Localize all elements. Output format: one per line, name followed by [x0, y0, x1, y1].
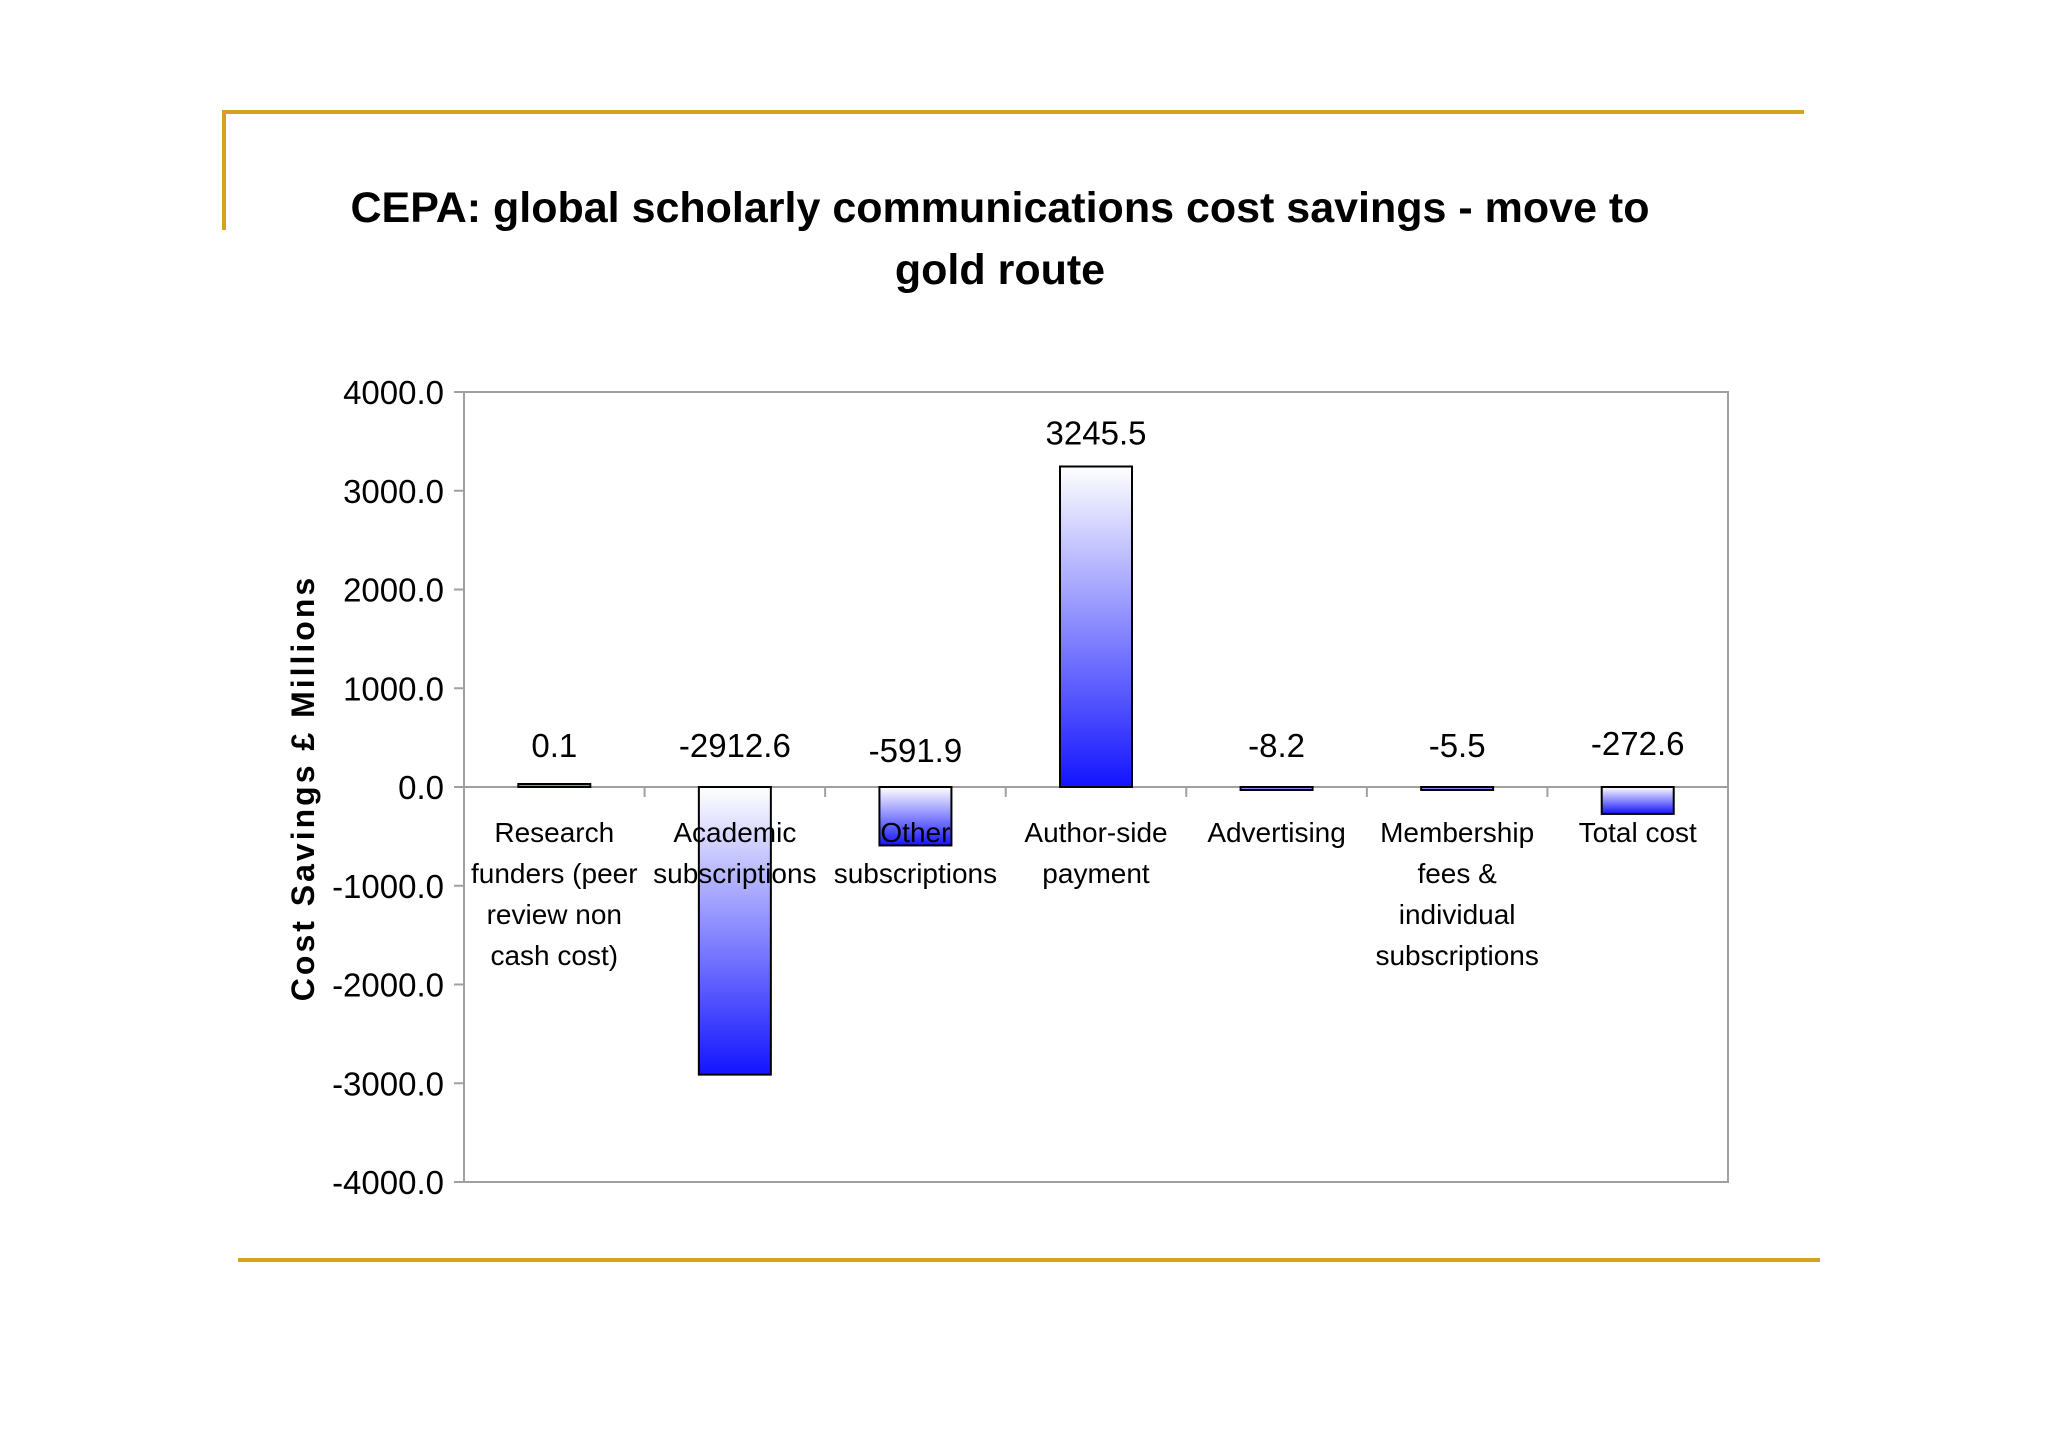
category-label: Advertising — [1207, 817, 1346, 848]
bars-group — [517, 465, 1675, 1076]
y-tick-label: 3000.0 — [343, 473, 444, 510]
data-labels-group: 0.1 -2912.6 -591.9 3245.5 -8.2 -5.5 -272.6 — [531, 415, 1684, 769]
y-tick-label: 1000.0 — [343, 670, 444, 707]
top-accent-rule — [222, 110, 1804, 114]
bar — [517, 783, 592, 788]
bar — [697, 786, 772, 1076]
category-label: payment — [1042, 858, 1150, 889]
bar — [1600, 786, 1675, 815]
data-label: 3245.5 — [1046, 415, 1147, 452]
data-label: -2912.6 — [679, 727, 791, 764]
category-label: subscriptions — [1375, 940, 1538, 971]
bar — [1239, 786, 1314, 791]
data-label: -5.5 — [1429, 727, 1486, 764]
category-label: fees & — [1417, 858, 1497, 889]
bar — [878, 786, 953, 847]
category-label: Author-side — [1024, 817, 1167, 848]
y-tick-label: -4000.0 — [332, 1164, 444, 1201]
bar — [1059, 465, 1133, 788]
y-tick-label: -3000.0 — [332, 1065, 444, 1102]
chart-title-line-1: CEPA: global scholarly communications co… — [350, 184, 1649, 232]
category-labels-group: Research funders (peer review non cash cost… — [471, 817, 1697, 971]
chart-title-line-2: gold route — [895, 246, 1105, 294]
category-label: subscriptions — [834, 858, 997, 889]
data-label: -591.9 — [869, 732, 963, 769]
y-tick-label: 2000.0 — [343, 572, 444, 609]
left-accent-rule — [222, 110, 226, 230]
category-label: Membership — [1380, 817, 1534, 848]
category-label: cash cost) — [490, 940, 618, 971]
category-label: Total cost — [1579, 817, 1697, 848]
category-label: individual — [1399, 899, 1516, 930]
y-axis-label: Cost Savings £ Millions — [285, 575, 321, 1001]
bar — [1420, 786, 1495, 791]
category-label: subscriptions — [653, 858, 816, 889]
data-label: 0.1 — [531, 727, 577, 764]
data-label: -272.6 — [1591, 725, 1685, 762]
y-tick-label: -1000.0 — [332, 868, 444, 905]
category-label: Research — [494, 817, 614, 848]
category-label: review non — [487, 899, 622, 930]
category-label: Academic — [673, 817, 796, 848]
y-tick-label: 0.0 — [398, 769, 444, 806]
data-label: -8.2 — [1248, 727, 1305, 764]
y-tick-label: -2000.0 — [332, 967, 444, 1004]
category-label: Other — [880, 817, 950, 848]
y-tick-label: 4000.0 — [343, 374, 444, 411]
bottom-accent-rule — [238, 1258, 1820, 1262]
y-axis: 4000.0 3000.0 2000.0 1000.0 0.0 -1000.0 -2000.… — [332, 374, 1728, 1201]
category-label: funders (peer — [471, 858, 638, 889]
